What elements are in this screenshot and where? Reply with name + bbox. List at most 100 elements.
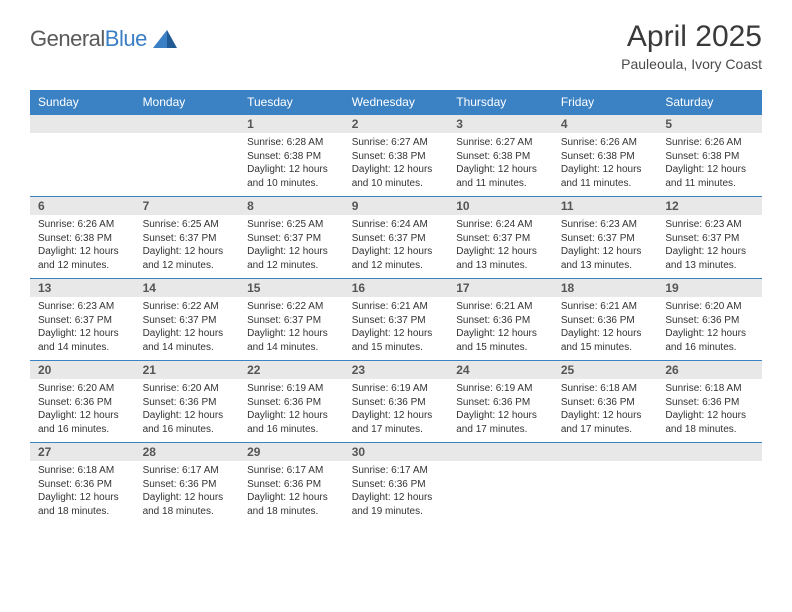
day-number: 16 (344, 279, 449, 297)
calendar-cell-empty (553, 461, 658, 524)
day-number: 19 (657, 279, 762, 297)
day-details: Sunrise: 6:26 AMSunset: 6:38 PMDaylight:… (553, 133, 658, 196)
calendar-cell: 24 (448, 361, 553, 380)
week-number-row: 20212223242526 (30, 361, 762, 380)
calendar-body: 12345Sunrise: 6:28 AMSunset: 6:38 PMDayl… (30, 115, 762, 525)
day-details: Sunrise: 6:27 AMSunset: 6:38 PMDaylight:… (448, 133, 553, 196)
calendar-cell: 22 (239, 361, 344, 380)
day-number: 4 (553, 115, 658, 133)
week-content-row: Sunrise: 6:26 AMSunset: 6:38 PMDaylight:… (30, 215, 762, 279)
day-number: 8 (239, 197, 344, 215)
day-number: 20 (30, 361, 135, 379)
calendar-cell: 28 (135, 443, 240, 462)
calendar-cell-empty (657, 443, 762, 462)
calendar-cell: 27 (30, 443, 135, 462)
day-header: Wednesday (344, 90, 449, 115)
day-number: 15 (239, 279, 344, 297)
calendar-cell: 23 (344, 361, 449, 380)
calendar-cell: 9 (344, 197, 449, 216)
day-number: 26 (657, 361, 762, 379)
day-number: 23 (344, 361, 449, 379)
calendar-cell: Sunrise: 6:18 AMSunset: 6:36 PMDaylight:… (30, 461, 135, 524)
calendar-cell: 12 (657, 197, 762, 216)
calendar-cell: Sunrise: 6:24 AMSunset: 6:37 PMDaylight:… (344, 215, 449, 279)
day-number: 7 (135, 197, 240, 215)
week-content-row: Sunrise: 6:20 AMSunset: 6:36 PMDaylight:… (30, 379, 762, 443)
calendar-cell: 15 (239, 279, 344, 298)
calendar-cell-empty (448, 461, 553, 524)
week-content-row: Sunrise: 6:23 AMSunset: 6:37 PMDaylight:… (30, 297, 762, 361)
day-header-row: SundayMondayTuesdayWednesdayThursdayFrid… (30, 90, 762, 115)
calendar-cell: Sunrise: 6:27 AMSunset: 6:38 PMDaylight:… (344, 133, 449, 197)
day-number: 22 (239, 361, 344, 379)
calendar-cell: 1 (239, 115, 344, 134)
calendar-cell: Sunrise: 6:17 AMSunset: 6:36 PMDaylight:… (344, 461, 449, 524)
calendar-cell: 21 (135, 361, 240, 380)
day-number: 12 (657, 197, 762, 215)
calendar-cell: Sunrise: 6:20 AMSunset: 6:36 PMDaylight:… (657, 297, 762, 361)
calendar-cell: 2 (344, 115, 449, 134)
calendar-cell: Sunrise: 6:24 AMSunset: 6:37 PMDaylight:… (448, 215, 553, 279)
calendar-cell: 4 (553, 115, 658, 134)
day-details: Sunrise: 6:23 AMSunset: 6:37 PMDaylight:… (657, 215, 762, 278)
calendar-cell: 5 (657, 115, 762, 134)
day-details: Sunrise: 6:26 AMSunset: 6:38 PMDaylight:… (657, 133, 762, 196)
calendar-cell: Sunrise: 6:21 AMSunset: 6:37 PMDaylight:… (344, 297, 449, 361)
week-content-row: Sunrise: 6:18 AMSunset: 6:36 PMDaylight:… (30, 461, 762, 524)
day-number: 30 (344, 443, 449, 461)
day-number: 5 (657, 115, 762, 133)
day-number: 13 (30, 279, 135, 297)
calendar-cell: 14 (135, 279, 240, 298)
calendar-cell: Sunrise: 6:22 AMSunset: 6:37 PMDaylight:… (135, 297, 240, 361)
day-header: Sunday (30, 90, 135, 115)
calendar-cell: Sunrise: 6:22 AMSunset: 6:37 PMDaylight:… (239, 297, 344, 361)
calendar-cell: 25 (553, 361, 658, 380)
empty-day-num (448, 443, 553, 461)
day-details: Sunrise: 6:17 AMSunset: 6:36 PMDaylight:… (239, 461, 344, 524)
day-number: 6 (30, 197, 135, 215)
calendar-cell-empty (657, 461, 762, 524)
title-block: April 2025 Pauleoula, Ivory Coast (621, 20, 762, 72)
day-number: 18 (553, 279, 658, 297)
day-details: Sunrise: 6:27 AMSunset: 6:38 PMDaylight:… (344, 133, 449, 196)
day-number: 14 (135, 279, 240, 297)
calendar-cell: 18 (553, 279, 658, 298)
day-details: Sunrise: 6:19 AMSunset: 6:36 PMDaylight:… (239, 379, 344, 442)
day-number: 24 (448, 361, 553, 379)
day-details: Sunrise: 6:21 AMSunset: 6:37 PMDaylight:… (344, 297, 449, 360)
logo-triangle-icon (153, 30, 177, 48)
day-number: 11 (553, 197, 658, 215)
calendar-head: SundayMondayTuesdayWednesdayThursdayFrid… (30, 90, 762, 115)
calendar-cell: Sunrise: 6:19 AMSunset: 6:36 PMDaylight:… (448, 379, 553, 443)
calendar-cell: 10 (448, 197, 553, 216)
day-header: Saturday (657, 90, 762, 115)
day-header: Thursday (448, 90, 553, 115)
calendar-cell: Sunrise: 6:21 AMSunset: 6:36 PMDaylight:… (448, 297, 553, 361)
day-details: Sunrise: 6:18 AMSunset: 6:36 PMDaylight:… (30, 461, 135, 524)
day-details: Sunrise: 6:23 AMSunset: 6:37 PMDaylight:… (30, 297, 135, 360)
day-number: 28 (135, 443, 240, 461)
calendar-cell: 8 (239, 197, 344, 216)
day-number: 3 (448, 115, 553, 133)
logo-text-gray: General (30, 26, 105, 51)
calendar-cell: Sunrise: 6:21 AMSunset: 6:36 PMDaylight:… (553, 297, 658, 361)
day-details: Sunrise: 6:24 AMSunset: 6:37 PMDaylight:… (448, 215, 553, 278)
calendar-cell: 20 (30, 361, 135, 380)
calendar-cell: 16 (344, 279, 449, 298)
day-number: 27 (30, 443, 135, 461)
day-details: Sunrise: 6:25 AMSunset: 6:37 PMDaylight:… (239, 215, 344, 278)
day-details: Sunrise: 6:18 AMSunset: 6:36 PMDaylight:… (657, 379, 762, 442)
week-number-row: 6789101112 (30, 197, 762, 216)
day-details: Sunrise: 6:23 AMSunset: 6:37 PMDaylight:… (553, 215, 658, 278)
logo: GeneralBlue (30, 26, 177, 52)
calendar-cell-empty (135, 115, 240, 134)
calendar-table: SundayMondayTuesdayWednesdayThursdayFrid… (30, 90, 762, 524)
empty-day-num (135, 115, 240, 133)
calendar-cell: 19 (657, 279, 762, 298)
week-number-row: 27282930 (30, 443, 762, 462)
calendar-cell: Sunrise: 6:20 AMSunset: 6:36 PMDaylight:… (135, 379, 240, 443)
day-details: Sunrise: 6:20 AMSunset: 6:36 PMDaylight:… (30, 379, 135, 442)
day-number: 2 (344, 115, 449, 133)
day-number: 10 (448, 197, 553, 215)
day-details: Sunrise: 6:22 AMSunset: 6:37 PMDaylight:… (135, 297, 240, 360)
